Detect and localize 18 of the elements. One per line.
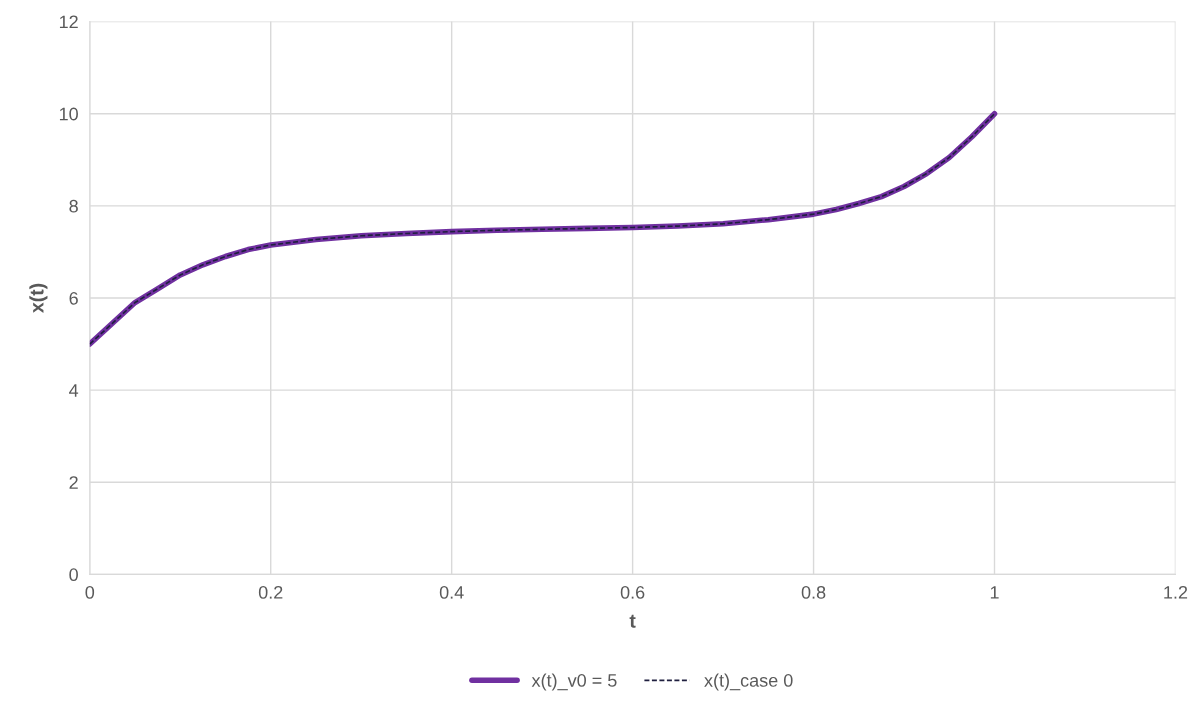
x-tick-label: 0.2 bbox=[258, 585, 283, 599]
y-tick-label: 4 bbox=[69, 384, 79, 397]
x-tick-label: 0.8 bbox=[801, 585, 826, 599]
y-tick-label: 0 bbox=[69, 568, 78, 582]
x-tick-label: 0.4 bbox=[439, 585, 464, 599]
y-tick-label: 6 bbox=[69, 291, 78, 305]
x-axis-title: t bbox=[629, 614, 636, 628]
y-axis-title: x(t) bbox=[29, 283, 48, 313]
y-tick-label: 10 bbox=[59, 107, 78, 121]
legend-label: x(t)_case 0 bbox=[704, 673, 793, 691]
x-tick-label: 1 bbox=[990, 586, 999, 599]
y-tick-label: 2 bbox=[69, 476, 78, 489]
y-tick-label: 8 bbox=[69, 199, 78, 213]
y-tick-label: 12 bbox=[59, 15, 78, 29]
legend-label: x(t)_v0 = 5 bbox=[531, 673, 617, 691]
x-tick-label: 0 bbox=[85, 585, 95, 599]
x-tick-label: 1.2 bbox=[1164, 585, 1188, 599]
x-tick-label: 0.6 bbox=[620, 585, 645, 599]
